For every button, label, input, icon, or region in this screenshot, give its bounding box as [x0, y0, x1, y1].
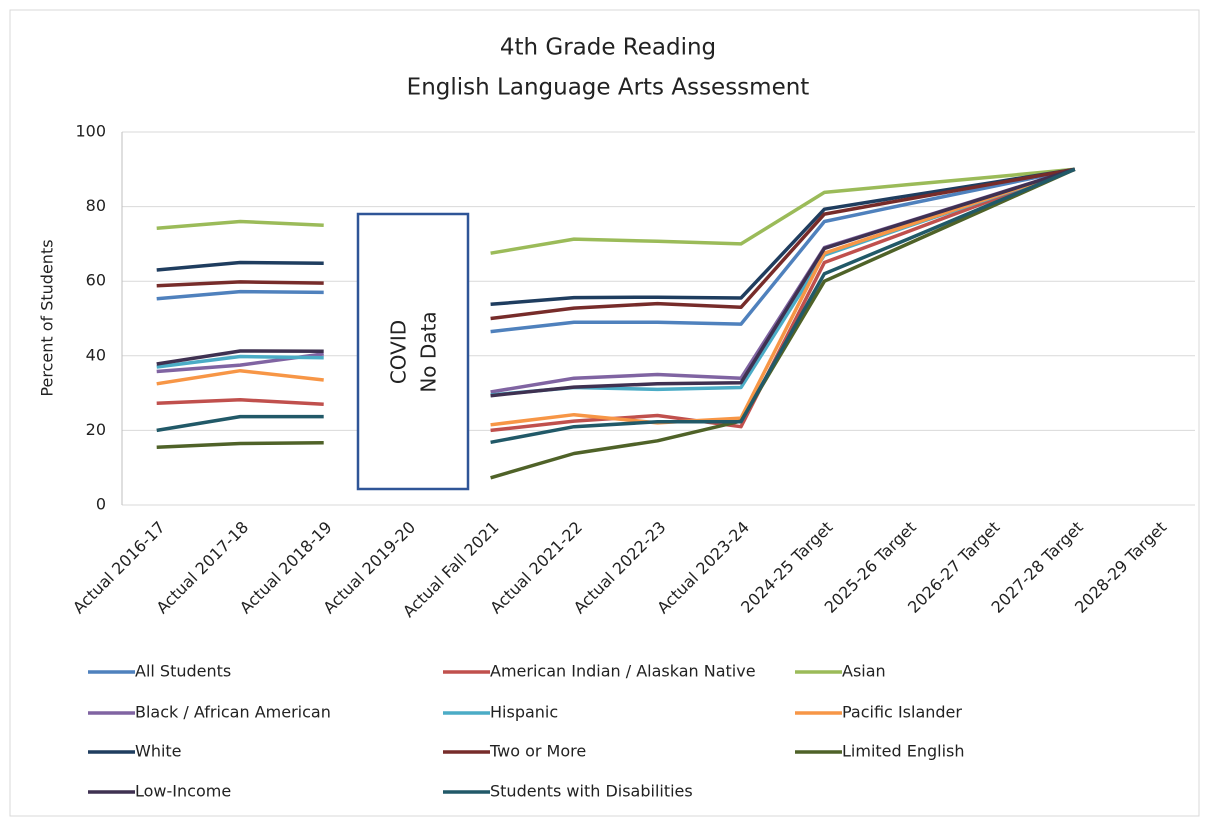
legend-label: Pacific Islander — [842, 703, 962, 722]
y-tick-label: 100 — [75, 122, 106, 141]
y-tick-label: 40 — [86, 345, 106, 364]
legend-label: Hispanic — [490, 703, 558, 722]
series-line — [156, 167, 1075, 255]
chart-title: 4th Grade Reading — [500, 35, 716, 61]
legend-label: American Indian / Alaskan Native — [490, 662, 756, 681]
series-line — [156, 167, 1076, 321]
legend-label: Students with Disabilities — [490, 782, 693, 801]
y-tick-label: 20 — [86, 420, 106, 439]
annotation: COVID — [387, 320, 411, 384]
series-line — [156, 167, 1076, 445]
chart-frame — [9, 9, 1200, 817]
y-tick-label: 0 — [96, 495, 106, 514]
chart-title: English Language Arts Assessment — [407, 75, 810, 101]
annotation: No Data — [417, 311, 441, 392]
y-tick-label: 60 — [86, 271, 106, 290]
legend-label: Black / African American — [135, 703, 331, 722]
legend-label: Limited English — [842, 742, 965, 761]
series-line — [156, 167, 1076, 398]
legend-label: All Students — [135, 662, 231, 681]
legend-label: Two or More — [489, 742, 586, 761]
y-axis-label: Percent of Students — [38, 239, 57, 396]
y-tick-label: 80 — [86, 196, 106, 215]
legend-label: Asian — [842, 662, 886, 681]
series-line — [156, 167, 1076, 334]
legend-label: White — [135, 742, 182, 761]
legend-label: Low-Income — [135, 782, 231, 801]
annotation-box — [356, 212, 470, 491]
series-line — [156, 167, 1076, 307]
